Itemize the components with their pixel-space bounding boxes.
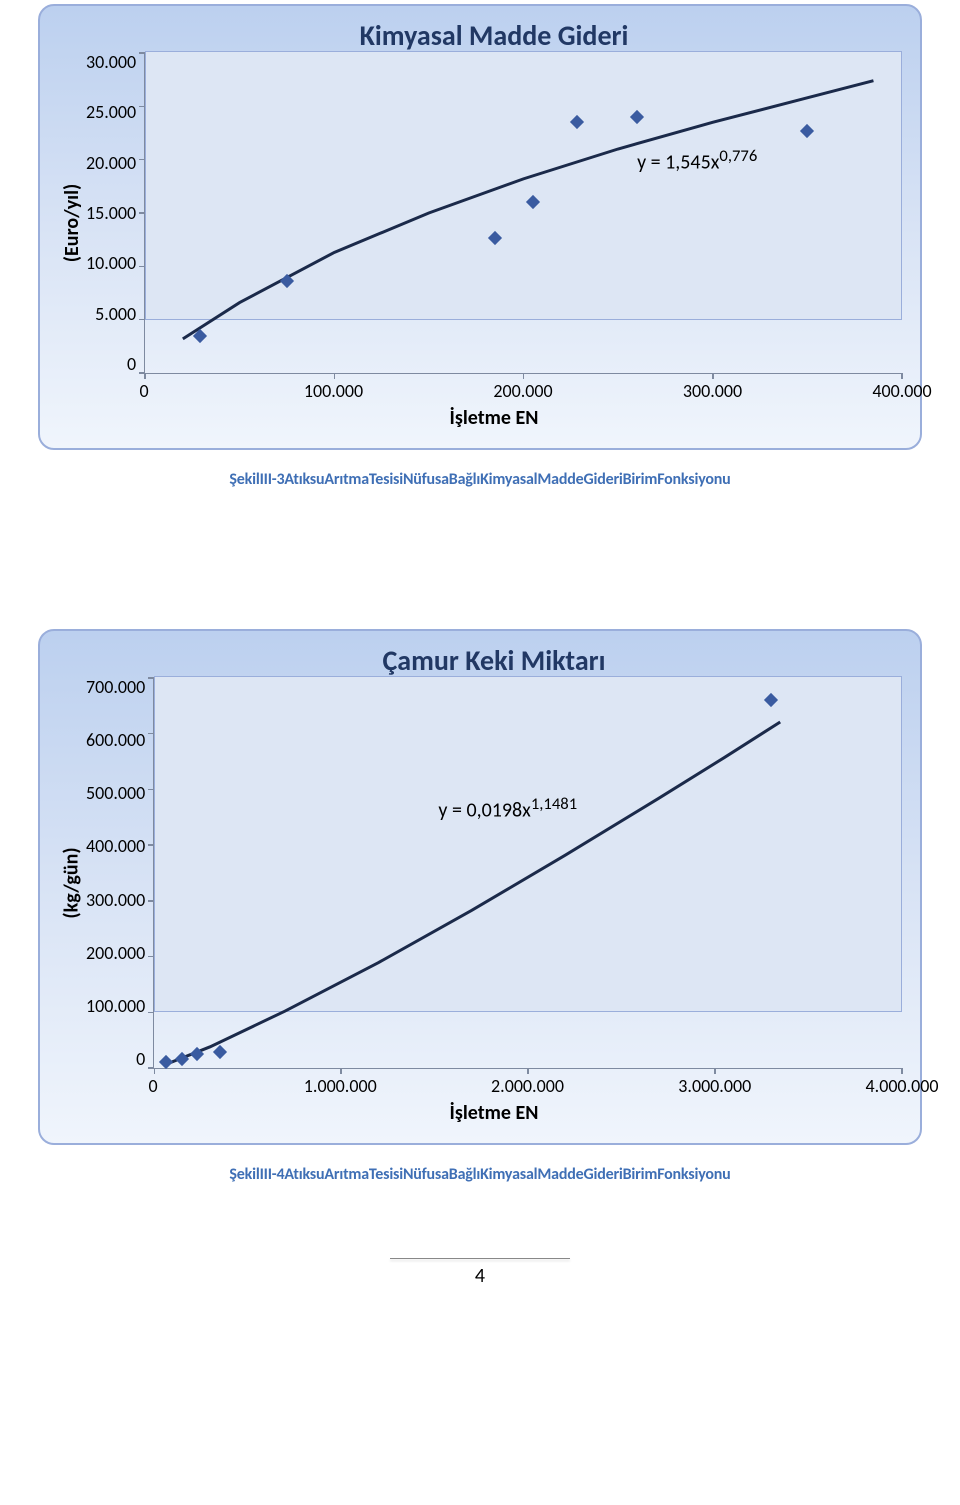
- chart2-ylabel-container: (kg/gün): [58, 641, 86, 1125]
- chart2-plotrow: 700.000 600.000 500.000 400.000 300.000 200.0…: [86, 678, 902, 1069]
- xtick-label: 400.000: [872, 380, 931, 402]
- chart1-plotcol: Kimyasal Madde Gideri 30.000 25.000 20.000…: [86, 16, 902, 430]
- ytick-label: 700.000: [86, 678, 145, 696]
- chart2-xtickrow: 01.000.0002.000.0003.000.0004.000.000: [86, 1075, 902, 1097]
- xtick-label: 0: [148, 1075, 157, 1097]
- xtick-label: 3.000.000: [678, 1075, 751, 1097]
- xtick-mark: [901, 1068, 903, 1074]
- xtick-mark: [901, 373, 903, 379]
- chart-card-2: (kg/gün) Çamur Keki Miktarı 700.000 600.0…: [38, 629, 922, 1145]
- chart2-xticks: 01.000.0002.000.0003.000.0004.000.000: [153, 1075, 902, 1097]
- spacer: [86, 380, 144, 402]
- ytick-mark: [148, 844, 154, 846]
- chart2-yticks: 700.000 600.000 500.000 400.000 300.000 200.0…: [86, 678, 153, 1068]
- page-number: 4: [0, 1264, 960, 1288]
- ytick-mark: [139, 266, 145, 268]
- chart2-plotarea: y = 0,0198x1,1481: [153, 678, 902, 1069]
- xtick-label: 1.000.000: [304, 1075, 377, 1097]
- caption-2: ŞekilIII-4AtıksuArıtmaTesisiNüfusaBağlıK…: [60, 1165, 900, 1184]
- chart2-curve-svg: [154, 678, 902, 1068]
- ytick-label: 5.000: [95, 305, 136, 323]
- chart1-yticks: 30.000 25.000 20.000 15.000 10.000 5.000 0: [86, 53, 144, 373]
- ytick-mark: [148, 677, 154, 679]
- xtick-mark: [154, 1068, 156, 1074]
- xtick-label: 200.000: [493, 380, 552, 402]
- trendline: [164, 722, 781, 1065]
- ytick-mark: [148, 900, 154, 902]
- xtick-label: 300.000: [683, 380, 742, 402]
- ytick-mark: [139, 319, 145, 321]
- xtick-mark: [334, 373, 336, 379]
- ytick-label: 600.000: [86, 731, 145, 749]
- ytick-mark: [148, 1012, 154, 1014]
- ytick-label: 0: [136, 1050, 145, 1068]
- chart1-eq-base: y = 1,545x: [637, 151, 719, 175]
- ytick-mark: [139, 52, 145, 54]
- chart2-title: Çamur Keki Miktarı: [86, 643, 902, 678]
- ytick-label: 10.000: [86, 254, 136, 272]
- ytick-label: 300.000: [86, 891, 145, 909]
- xtick-mark: [144, 373, 146, 379]
- chart1-eq-exp: 0,776: [719, 146, 757, 166]
- chart2-eq-exp: 1,1481: [531, 794, 577, 814]
- xtick-mark: [714, 1068, 716, 1074]
- chart1-layout: (Euro/yıl) Kimyasal Madde Gideri 30.000 2…: [58, 16, 902, 430]
- spacer: [86, 1075, 153, 1097]
- ytick-mark: [148, 956, 154, 958]
- ytick-label: 200.000: [86, 944, 145, 962]
- ytick-label: 0: [127, 355, 136, 373]
- xtick-mark: [523, 373, 525, 379]
- chart2-equation: y = 0,0198x1,1481: [438, 794, 577, 823]
- chart2-eq-base: y = 0,0198x: [438, 798, 530, 822]
- xtick-mark: [340, 1068, 342, 1074]
- ytick-label: 500.000: [86, 784, 145, 802]
- chart1-equation: y = 1,545x0,776: [637, 146, 757, 175]
- trendline: [183, 81, 874, 339]
- chart-card-1: (Euro/yıl) Kimyasal Madde Gideri 30.000 2…: [38, 4, 922, 450]
- xtick-label: 2.000.000: [491, 1075, 564, 1097]
- caption-1: ŞekilIII-3AtıksuArıtmaTesisiNüfusaBağlıK…: [60, 470, 900, 489]
- chart1-xticks: 0100.000200.000300.000400.000: [144, 380, 902, 402]
- chart1-curve-svg: [145, 53, 902, 373]
- ytick-label: 20.000: [86, 154, 136, 172]
- ytick-mark: [139, 159, 145, 161]
- chart2-xlabel: İşletme EN: [86, 1101, 902, 1125]
- ytick-label: 400.000: [86, 837, 145, 855]
- ytick-label: 15.000: [86, 204, 136, 222]
- chart1-plotarea: y = 1,545x0,776: [144, 53, 902, 374]
- ytick-mark: [148, 733, 154, 735]
- chart1-xlabel: İşletme EN: [86, 406, 902, 430]
- ytick-label: 25.000: [86, 103, 136, 121]
- chart1-ylabel: (Euro/yıl): [60, 184, 84, 262]
- chart2-ylabel: (kg/gün): [60, 847, 84, 918]
- chart1-title: Kimyasal Madde Gideri: [86, 18, 902, 53]
- chart2-plotcol: Çamur Keki Miktarı 700.000 600.000 500.000…: [86, 641, 902, 1125]
- xtick-label: 0: [139, 380, 148, 402]
- chart1-ylabel-container: (Euro/yıl): [58, 16, 86, 430]
- xtick-mark: [712, 373, 714, 379]
- chart2-layout: (kg/gün) Çamur Keki Miktarı 700.000 600.0…: [58, 641, 902, 1125]
- ytick-mark: [139, 212, 145, 214]
- xtick-label: 4.000.000: [866, 1075, 939, 1097]
- chart1-plotrow: 30.000 25.000 20.000 15.000 10.000 5.000 0 y =…: [86, 53, 902, 374]
- ytick-mark: [148, 789, 154, 791]
- ytick-label: 30.000: [86, 53, 136, 71]
- ytick-mark: [139, 106, 145, 108]
- xtick-mark: [527, 1068, 529, 1074]
- chart1-xtickrow: 0100.000200.000300.000400.000: [86, 380, 902, 402]
- ytick-label: 100.000: [86, 997, 145, 1015]
- xtick-label: 100.000: [304, 380, 363, 402]
